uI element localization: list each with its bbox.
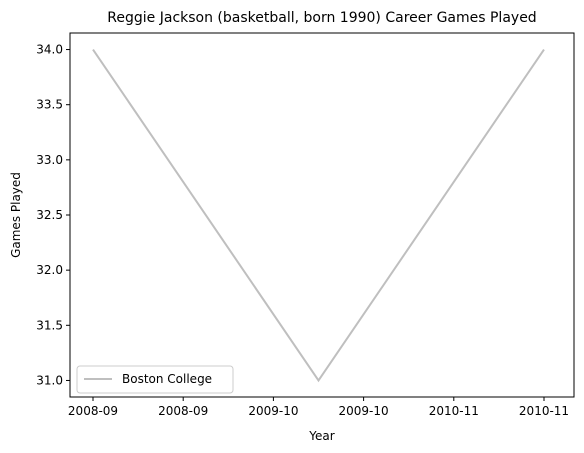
- y-tick-label-1: 31.5: [36, 318, 63, 332]
- y-tick-label-2: 32.0: [36, 263, 63, 277]
- y-axis: 31.0 31.5 32.0 32.5 33.0 33.5 34.0: [36, 43, 70, 387]
- legend-label: Boston College: [122, 372, 212, 386]
- x-tick-label-4: 2010-11: [429, 404, 479, 418]
- x-axis: 2008-09 2008-09 2009-10 2009-10 2010-11 2010-…: [68, 397, 569, 418]
- chart-title: Reggie Jackson (basketball, born 1990) C…: [107, 10, 536, 26]
- series-layer: [92, 48, 545, 383]
- legend-box: [76, 365, 234, 394]
- series-line-0: [92, 48, 545, 383]
- y-tick-label-4: 33.0: [36, 153, 63, 167]
- y-axis-label: Games Played: [9, 172, 23, 258]
- x-tick-label-2: 2009-10: [248, 404, 298, 418]
- y-tick-label-6: 34.0: [36, 43, 63, 57]
- x-tick-label-3: 2009-10: [339, 404, 389, 418]
- x-tick-label-1: 2008-09: [158, 404, 208, 418]
- plot-frame: [69, 32, 575, 398]
- x-axis-label: Year: [308, 429, 334, 443]
- x-tick-label-0: 2008-09: [68, 404, 118, 418]
- y-tick-label-0: 31.0: [36, 373, 63, 387]
- legend: Boston College: [76, 365, 234, 394]
- y-tick-label-3: 32.5: [36, 208, 63, 222]
- x-tick-label-5: 2010-11: [519, 404, 569, 418]
- y-tick-label-5: 33.5: [36, 98, 63, 112]
